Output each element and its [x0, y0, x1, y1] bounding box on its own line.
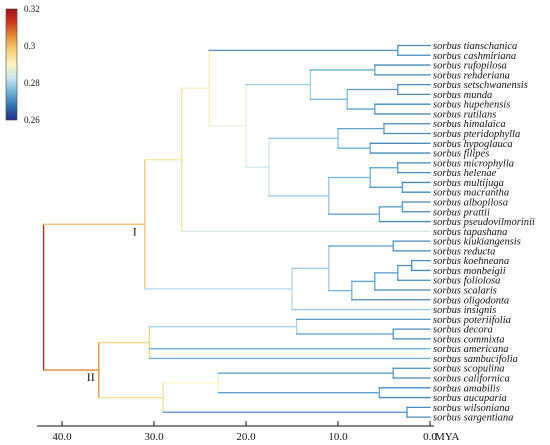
- clade-label: II: [87, 370, 95, 384]
- taxon-label: sorbus sambucifolia: [433, 354, 518, 365]
- time-axis-tick-label: 10.0: [328, 431, 348, 443]
- taxon-label: sorbus hupehensis: [433, 100, 510, 111]
- taxon-label: sorbus californica: [433, 374, 510, 385]
- taxon-label: sorbus hypoglauca: [433, 139, 513, 150]
- taxon-label: sorbus scalaris: [433, 286, 497, 297]
- taxon-label: sorbus reducta: [433, 246, 495, 257]
- taxon-label: sorbus aucuparia: [433, 393, 507, 404]
- taxon-label: sorbus macrantha: [433, 188, 509, 199]
- taxon-label: sorbus rutilans: [433, 109, 496, 120]
- color-legend-label: 0.28: [24, 78, 40, 88]
- taxon-label: sorbus rufopilosa: [433, 61, 507, 72]
- taxon-label: sorbus commixta: [433, 334, 504, 345]
- time-axis-ticks: 40.0 30.0 20.0 10.0 0.0: [52, 421, 437, 443]
- tree-branches: [42, 44, 431, 418]
- taxon-label: sorbus kiukiangensis: [433, 237, 521, 248]
- color-legend-bar: [5, 8, 18, 121]
- taxon-label: sorbus tianschanica: [433, 41, 517, 52]
- taxon-label: sorbus himalaica: [433, 119, 506, 130]
- taxon-label: sorbus amabilis: [433, 383, 500, 394]
- taxon-label: sorbus americana: [433, 344, 509, 355]
- clade-label: I: [133, 224, 137, 238]
- color-legend-label: 0.3: [24, 41, 36, 51]
- taxon-label: sorbus tapashana: [433, 227, 507, 238]
- taxon-label: sorbus foliolosa: [433, 276, 500, 287]
- taxon-label: sorbus wilsoniana: [433, 403, 510, 414]
- taxon-label: sorbus microphylla: [433, 158, 514, 169]
- time-axis-unit: MYA: [435, 431, 460, 443]
- clade-labels: III: [87, 224, 137, 384]
- taxon-label: sorbus sargentiana: [433, 413, 513, 424]
- taxon-label: sorbus multijuga: [433, 178, 504, 189]
- color-legend: 0.32 0.3 0.28 0.26: [5, 4, 40, 125]
- taxon-label: sorbus helenae: [433, 168, 497, 179]
- taxon-label: sorbus monbeigii: [433, 266, 506, 277]
- taxon-label: sorbus poteriifolia: [433, 315, 511, 326]
- time-axis-tick-label: 30.0: [144, 431, 164, 443]
- taxon-label: sorbus koehneana: [433, 256, 509, 267]
- color-legend-labels: 0.32 0.3 0.28 0.26: [24, 4, 40, 125]
- taxon-label: sorbus decora: [433, 325, 493, 336]
- taxon-label: sorbus oligodonta: [433, 295, 509, 306]
- taxon-label: sorbus pteridophylla: [433, 129, 520, 140]
- taxon-label: sorbus rehderiana: [433, 70, 510, 81]
- taxon-label: sorbus filipes: [433, 149, 489, 160]
- taxon-label: sorbus prattii: [433, 207, 490, 218]
- color-legend-label: 0.26: [24, 115, 40, 125]
- taxon-label: sorbus munda: [433, 90, 492, 101]
- taxon-label: sorbus setschwanensis: [433, 80, 528, 91]
- color-legend-label: 0.32: [24, 4, 40, 14]
- taxon-label: sorbus pseudovilmorinii: [433, 217, 535, 228]
- taxon-label: sorbus cashmiriana: [433, 51, 516, 62]
- taxon-label: sorbus scopulina: [433, 364, 504, 375]
- time-axis-tick-label: 0.0: [423, 431, 437, 443]
- time-axis-tick-label: 40.0: [52, 431, 72, 443]
- taxon-label: sorbus insignis: [433, 305, 496, 316]
- taxon-label: sorbus albopilosa: [433, 197, 508, 208]
- time-axis-tick-label: 20.0: [236, 431, 256, 443]
- time-axis: 40.0 30.0 20.0 10.0 0.0 MYA: [37, 421, 460, 443]
